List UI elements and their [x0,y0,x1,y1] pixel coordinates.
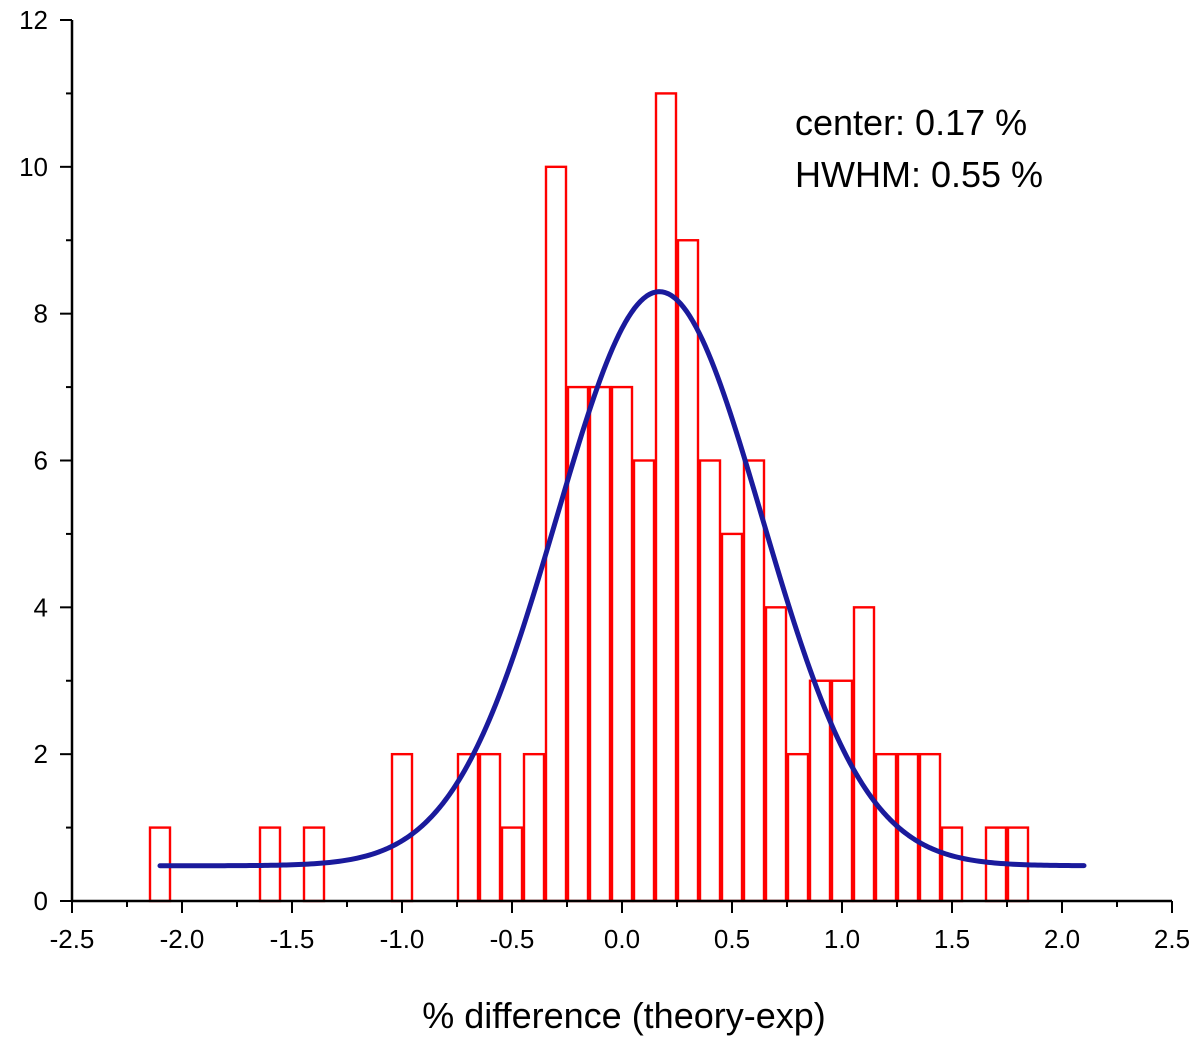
histogram-bar [610,385,634,903]
y-tick-label: 10 [19,152,48,182]
histogram-bar [654,92,678,903]
histogram-bar [720,532,744,903]
y-tick-label: 8 [34,299,48,329]
histogram-bar [676,239,700,903]
histogram-bars [148,92,1030,903]
gaussian-fit-curve [157,289,1087,869]
histogram-bar [940,826,964,903]
histogram-bar [874,752,898,903]
y-tick-label: 12 [19,5,48,35]
x-tick-label: 2.5 [1154,924,1190,954]
histogram-bar [588,385,612,903]
x-tick-label: 0.5 [714,924,750,954]
x-tick-label: 0.0 [604,924,640,954]
x-tick-label: 2.0 [1044,924,1080,954]
histogram-bar [742,459,766,903]
histogram-bar [764,606,788,903]
x-tick-label: 1.0 [824,924,860,954]
x-tick-label: -2.0 [160,924,205,954]
histogram-bar [918,752,942,903]
y-tick-label: 6 [34,446,48,476]
histogram-bar [522,752,546,903]
y-tick-label: 2 [34,739,48,769]
x-tick-label: -0.5 [490,924,535,954]
histogram-bar [830,679,854,903]
histogram-bar [390,752,414,903]
x-tick-label: -2.5 [50,924,95,954]
histogram-bar [852,606,876,903]
axis-ticks: -2.5 -2.0 -1.5 -1.0 -0.5 0.0 0.5 1.0 1.5 2.0 2.5 0 2… [19,5,1190,954]
y-tick-label: 4 [34,592,48,622]
histogram-bar [500,826,524,903]
x-tick-label: -1.0 [380,924,425,954]
x-axis-title: % difference (theory-exp) [422,995,826,1036]
histogram-bar [698,459,722,903]
y-tick-label: 0 [34,886,48,916]
histogram-bar [786,752,810,903]
x-tick-label: 1.5 [934,924,970,954]
histogram-bar [544,165,568,903]
histogram-bar [632,459,656,903]
histogram-bar [478,752,502,903]
x-tick-label: -1.5 [270,924,315,954]
annotation-center: center: 0.17 % [795,102,1027,143]
annotation-hwhm: HWHM: 0.55 % [795,154,1043,195]
